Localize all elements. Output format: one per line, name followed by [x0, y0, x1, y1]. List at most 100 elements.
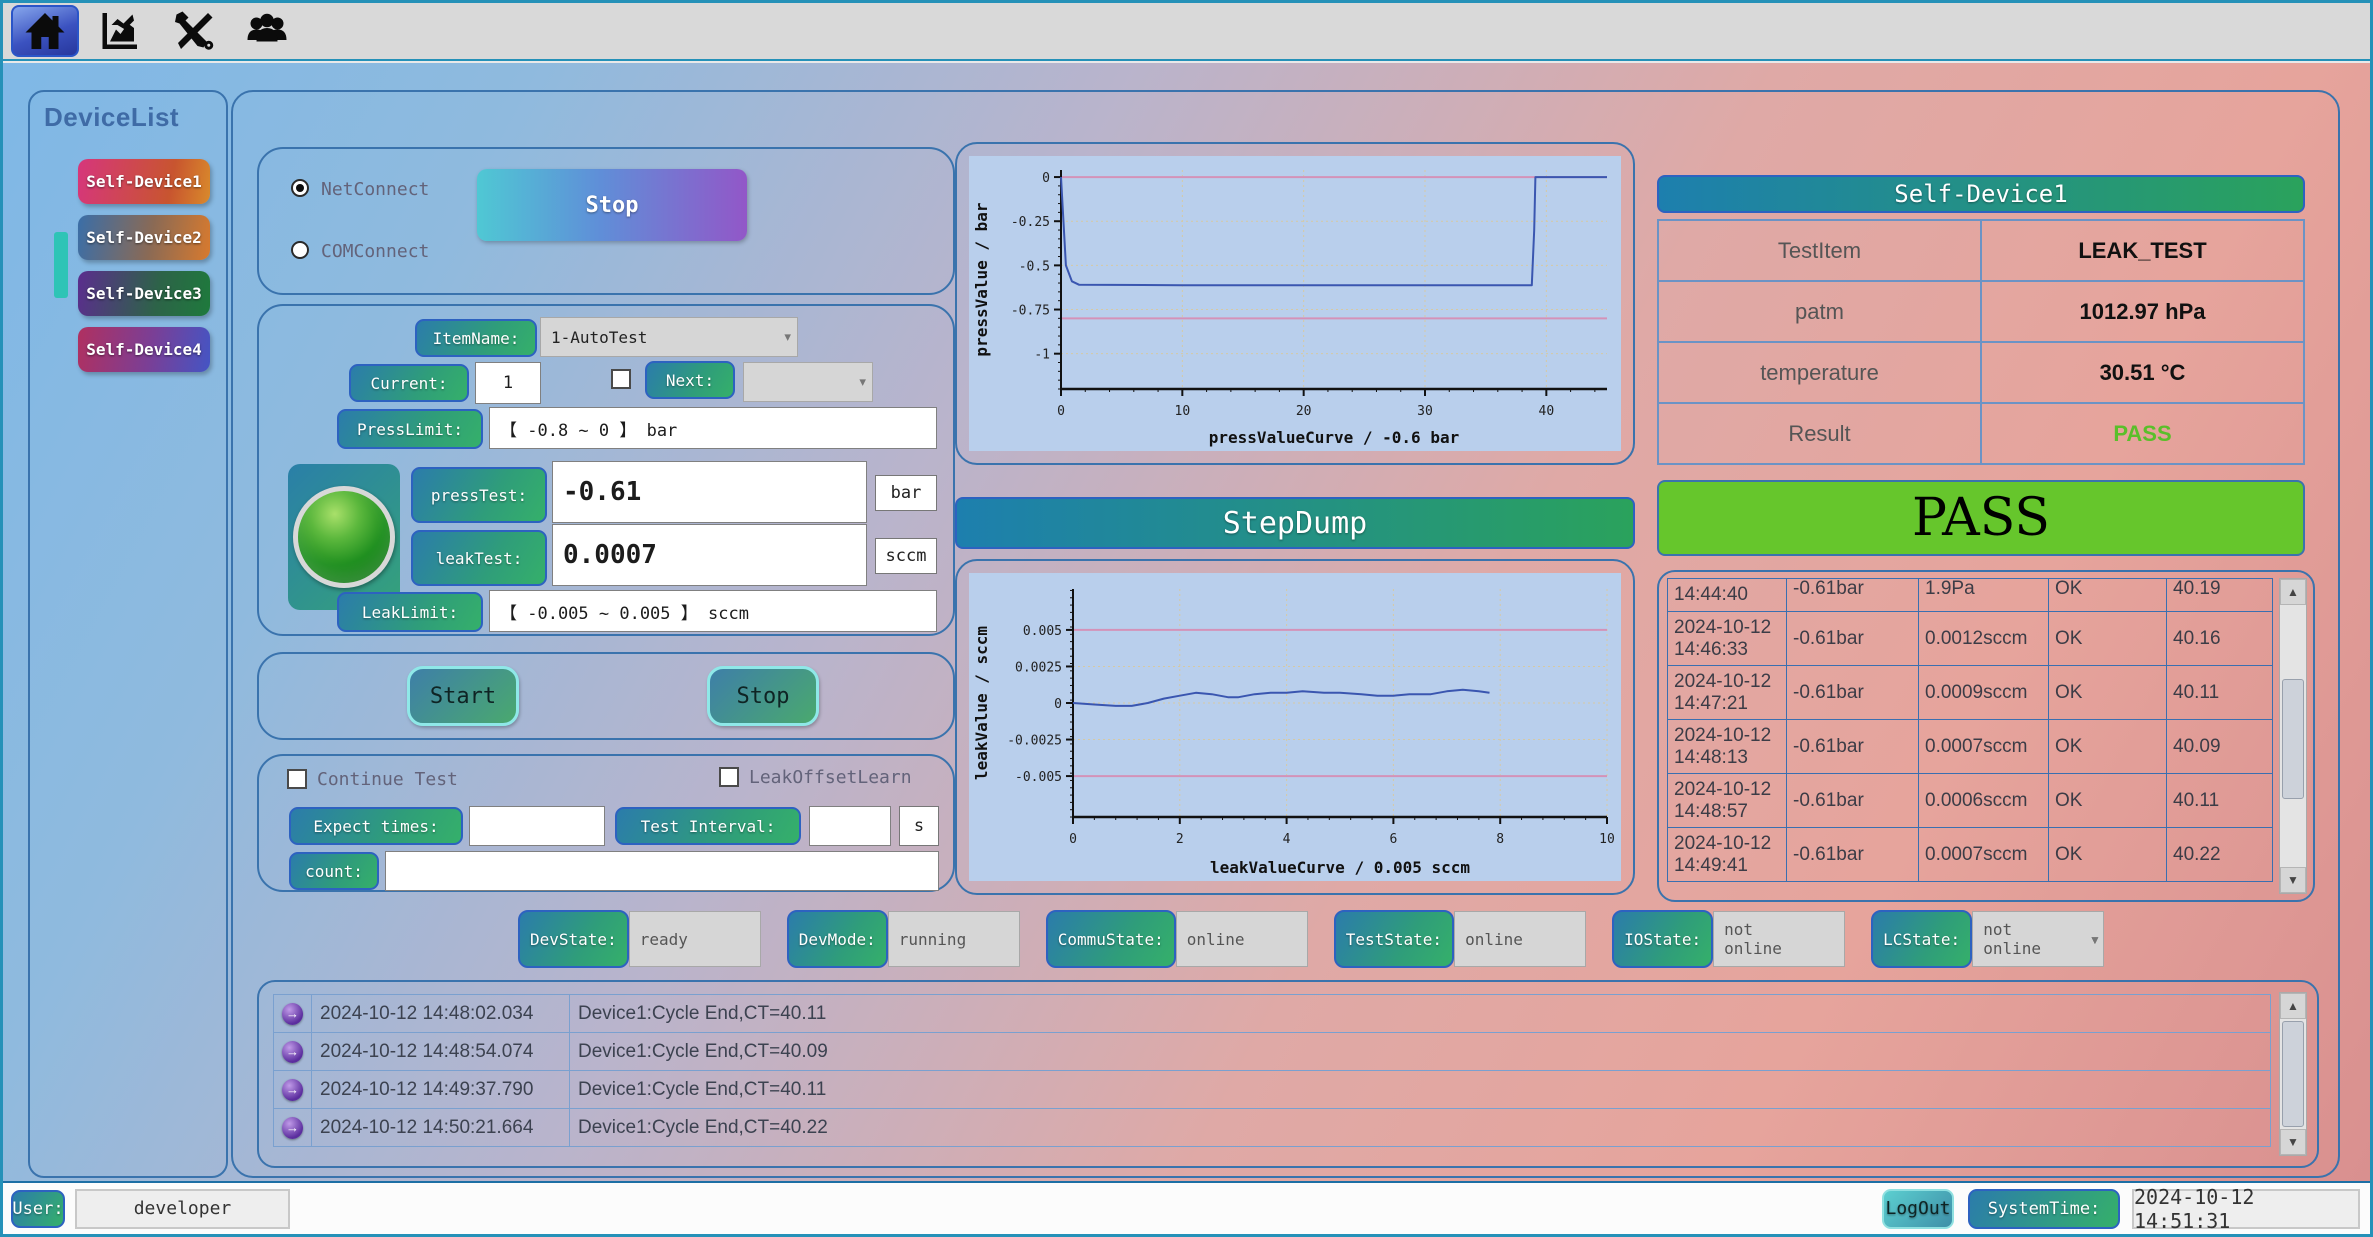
table-row: 2024-10-1214:48:57 -0.61bar 0.0006sccm O…: [1667, 774, 2273, 828]
test-interval-label: Test Interval:: [615, 807, 801, 845]
commu-state-select[interactable]: online▼: [1176, 911, 1308, 967]
settings-button[interactable]: [159, 5, 227, 57]
svg-text:0.005: 0.005: [1023, 624, 1062, 639]
system-time-value: 2024-10-12 14:51:31: [2132, 1189, 2360, 1229]
device-row-label: patm: [1658, 281, 1981, 342]
list-item[interactable]: → 2024-10-12 14:48:02.034 Device1:Cycle …: [274, 995, 2270, 1033]
net-connect-label: NetConnect: [321, 179, 429, 200]
table-row: 14:44:40 -0.61bar 1.9Pa OK 40.19: [1667, 578, 2273, 612]
scroll-up-icon[interactable]: ▲: [2280, 579, 2306, 605]
user-label: User:: [11, 1190, 65, 1228]
press-test-label: pressTest:: [411, 467, 547, 523]
log-message: Device1:Cycle End,CT=40.22: [570, 1109, 2270, 1146]
next-select[interactable]: ▼: [743, 362, 873, 402]
chart-button[interactable]: [85, 5, 153, 57]
stop-button[interactable]: Stop: [707, 666, 819, 726]
content-panel: NetConnect COMConnect Stop ItemName: 1-A…: [231, 90, 2340, 1178]
log-arrow-icon: →: [282, 1079, 303, 1101]
test-interval-input[interactable]: [809, 806, 891, 846]
leak-offset-learn-checkbox[interactable]: [719, 767, 739, 787]
log-scrollbar[interactable]: ▲ ▼: [2279, 992, 2307, 1156]
next-label: Next:: [645, 361, 735, 399]
commu-state-label: CommuState:: [1046, 910, 1176, 968]
svg-text:2: 2: [1176, 832, 1184, 847]
log-arrow-icon: →: [282, 1117, 303, 1139]
connect-stop-button[interactable]: Stop: [477, 169, 747, 241]
start-button[interactable]: Start: [407, 666, 519, 726]
options-group: Continue Test LeakOffsetLearn Expect tim…: [257, 754, 955, 892]
leak-curve-chart: 0.0050.00250-0.0025-0.0050246810leakValu…: [969, 573, 1621, 881]
scroll-up-icon[interactable]: ▲: [2280, 993, 2306, 1019]
log-time: 2024-10-12 14:49:37.790: [312, 1071, 570, 1108]
device-row-value: 30.51 °C: [1981, 342, 2304, 403]
scroll-down-icon[interactable]: ▼: [2280, 867, 2306, 893]
dev-state-select[interactable]: ready▼: [629, 911, 761, 967]
scrollbar-thumb[interactable]: [2282, 679, 2304, 799]
leak-test-value: 0.0007: [552, 524, 867, 586]
log-message: Device1:Cycle End,CT=40.11: [570, 1071, 2270, 1108]
svg-text:-0.005: -0.005: [1015, 770, 1062, 785]
sidebar-item-device3[interactable]: Self-Device3: [78, 271, 210, 316]
history-scrollbar[interactable]: ▲ ▼: [2279, 578, 2307, 894]
com-connect-radio[interactable]: [291, 241, 309, 259]
svg-text:6: 6: [1389, 832, 1397, 847]
count-input[interactable]: [385, 851, 939, 891]
svg-text:0: 0: [1054, 697, 1062, 712]
dev-mode-select[interactable]: running▼: [888, 911, 1020, 967]
lc-state-select[interactable]: not online▼: [1972, 911, 2104, 967]
app-window: DeviceList Self-Device1 Self-Device2 Sel…: [0, 0, 2373, 1237]
test-state-label: TestState:: [1334, 910, 1454, 968]
log-arrow-icon: →: [282, 1041, 303, 1063]
main-area: DeviceList Self-Device1 Self-Device2 Sel…: [3, 63, 2370, 1184]
device-row-label: temperature: [1658, 342, 1981, 403]
log-time: 2024-10-12 14:48:02.034: [312, 995, 570, 1032]
press-test-value: -0.61: [552, 461, 867, 523]
net-connect-radio[interactable]: [291, 179, 309, 197]
scroll-down-icon[interactable]: ▼: [2280, 1129, 2306, 1155]
log-list: → 2024-10-12 14:48:02.034 Device1:Cycle …: [273, 994, 2271, 1147]
device-row-value: 1012.97 hPa: [1981, 281, 2304, 342]
current-input[interactable]: 1: [475, 362, 541, 404]
sidebar-item-device2[interactable]: Self-Device2: [78, 215, 210, 260]
home-button[interactable]: [11, 5, 79, 57]
svg-text:leakValueCurve / 0.005 sccm: leakValueCurve / 0.005 sccm: [1210, 858, 1470, 877]
svg-text:-0.0025: -0.0025: [1007, 734, 1062, 749]
io-state-select[interactable]: not online▼: [1713, 911, 1845, 967]
list-item[interactable]: → 2024-10-12 14:48:54.074 Device1:Cycle …: [274, 1033, 2270, 1071]
dev-state-label: DevState:: [518, 910, 629, 968]
continue-test-checkbox[interactable]: [287, 769, 307, 789]
home-icon: [21, 7, 69, 55]
log-panel: → 2024-10-12 14:48:02.034 Device1:Cycle …: [257, 980, 2319, 1168]
svg-text:30: 30: [1417, 404, 1433, 419]
logout-button[interactable]: LogOut: [1882, 1189, 1954, 1229]
next-checkbox[interactable]: [611, 369, 631, 389]
svg-text:-1: -1: [1034, 348, 1050, 363]
device-list-title: DeviceList: [44, 102, 226, 133]
sidebar-item-device4[interactable]: Self-Device4: [78, 327, 210, 372]
table-row: 2024-10-1214:48:13 -0.61bar 0.0007sccm O…: [1667, 720, 2273, 774]
lc-state-label: LCState:: [1871, 910, 1972, 968]
svg-text:-0.25: -0.25: [1011, 215, 1050, 230]
chevron-down-icon: ▼: [859, 376, 866, 389]
svg-text:8: 8: [1496, 832, 1504, 847]
users-button[interactable]: [233, 5, 301, 57]
test-state-select[interactable]: online▼: [1454, 911, 1586, 967]
step-dump-header[interactable]: StepDump: [955, 497, 1635, 549]
scrollbar-thumb[interactable]: [2282, 1021, 2304, 1127]
test-params-group: ItemName: 1-AutoTest▼ Current: 1 Next: ▼…: [257, 304, 955, 636]
status-row: DevState: ready▼ DevMode: running▼ Commu…: [518, 910, 2104, 970]
status-bar: User: developer LogOut SystemTime: 2024-…: [3, 1183, 2370, 1234]
dev-state: DevState: ready▼: [518, 910, 761, 970]
list-item[interactable]: → 2024-10-12 14:49:37.790 Device1:Cycle …: [274, 1071, 2270, 1109]
log-message: Device1:Cycle End,CT=40.09: [570, 1033, 2270, 1070]
item-name-select[interactable]: 1-AutoTest▼: [540, 317, 798, 357]
sidebar-item-device1[interactable]: Self-Device1: [78, 159, 210, 204]
svg-text:0.0025: 0.0025: [1015, 660, 1062, 675]
press-limit-field: 【 -0.8 ~ 0 】 bar: [489, 407, 937, 449]
device-list-panel: DeviceList Self-Device1 Self-Device2 Sel…: [28, 90, 228, 1178]
lc-state: LCState: not online▼: [1871, 910, 2104, 970]
line-chart-icon: [95, 7, 143, 55]
expect-times-label: Expect times:: [289, 807, 463, 845]
expect-times-input[interactable]: [469, 806, 605, 846]
list-item[interactable]: → 2024-10-12 14:50:21.664 Device1:Cycle …: [274, 1109, 2270, 1147]
